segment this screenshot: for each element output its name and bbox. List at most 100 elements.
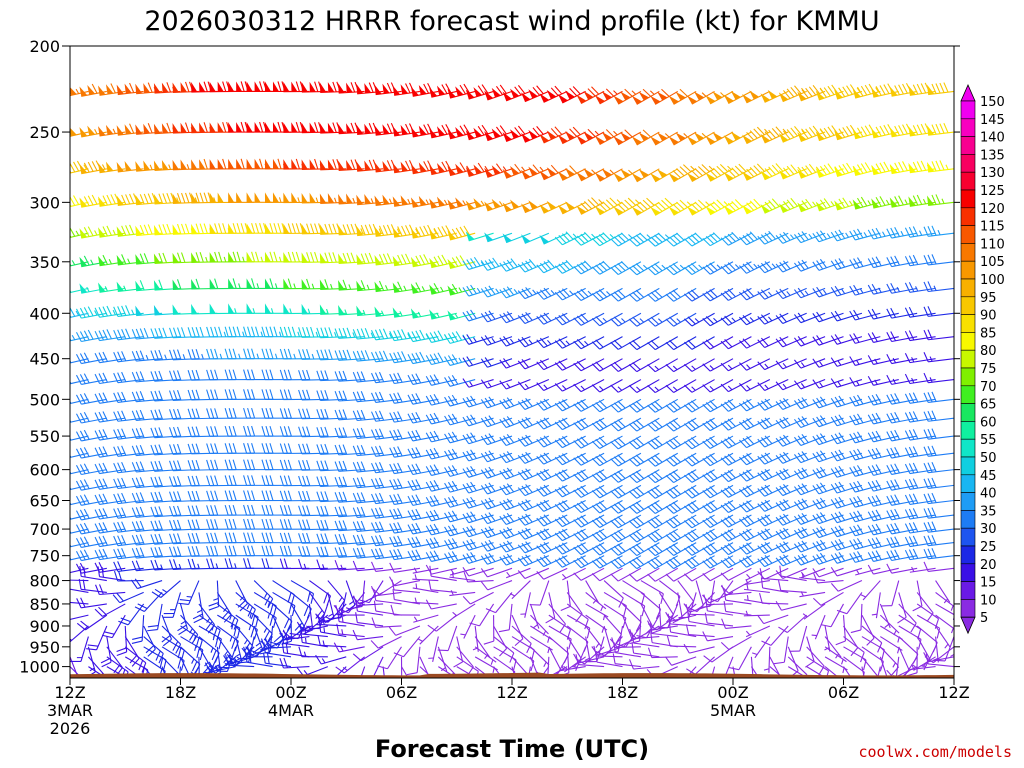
wind-barb <box>460 614 476 639</box>
wind-barb <box>499 527 531 540</box>
wind-barb <box>702 336 734 350</box>
wind-barb <box>480 466 513 479</box>
wind-barb <box>665 567 697 582</box>
wind-barb <box>830 258 863 270</box>
wind-barb <box>547 656 550 678</box>
colorbar-label: 45 <box>980 469 997 484</box>
wind-barb <box>70 636 89 663</box>
wind-barb <box>235 625 253 655</box>
wind-barb <box>757 528 789 541</box>
wind-barb <box>235 614 258 640</box>
y-tick-label: 200 <box>29 37 60 56</box>
wind-barb <box>797 85 826 102</box>
wind-barb <box>684 567 715 582</box>
wind-barb <box>613 197 642 216</box>
wind-barb <box>793 259 826 272</box>
wind-barb <box>830 432 863 445</box>
wind-barb <box>70 91 71 92</box>
wind-barb <box>480 482 513 495</box>
wind-barb <box>520 85 550 103</box>
wind-barb <box>480 396 513 409</box>
wind-barb <box>94 603 126 617</box>
wind-barb <box>812 433 844 446</box>
wind-barb <box>757 379 789 391</box>
wind-barb <box>447 310 476 321</box>
wind-barb <box>554 555 586 568</box>
wind-barb <box>116 625 128 656</box>
wind-barb <box>793 416 826 429</box>
wind-barb <box>393 636 421 658</box>
wind-barb <box>517 484 550 497</box>
wind-barb <box>462 284 494 297</box>
colorbar-swatch <box>960 207 976 226</box>
wind-barb <box>70 288 71 289</box>
wind-barb <box>923 534 954 547</box>
wind-barb <box>757 230 789 245</box>
credit-link[interactable]: coolwx.com/models <box>858 743 1012 761</box>
wind-barb <box>153 122 181 135</box>
wind-barb <box>554 379 586 392</box>
wind-barb <box>410 123 439 138</box>
wind-barb <box>444 551 476 563</box>
colorbar-swatch <box>960 510 976 529</box>
wind-barb <box>444 413 476 426</box>
wind-barb <box>744 579 770 586</box>
wind-barb <box>410 83 439 97</box>
wind-barb <box>683 643 715 654</box>
wind-barb <box>871 196 899 209</box>
wind-barb <box>775 527 807 540</box>
wind-barb <box>79 194 107 208</box>
wind-barb <box>429 160 457 176</box>
wind-barb <box>124 636 140 667</box>
wind-barb <box>923 281 954 293</box>
wind-barb <box>566 592 583 623</box>
wind-barb <box>449 590 476 597</box>
colorbar-label: 90 <box>980 309 997 324</box>
wind-barb <box>773 636 789 665</box>
wind-barb <box>923 372 954 384</box>
wind-barb <box>561 567 586 581</box>
wind-barb <box>465 198 494 211</box>
wind-barb <box>631 168 660 183</box>
wind-barb <box>309 580 331 606</box>
wind-barb <box>812 335 844 346</box>
wind-barb <box>511 614 524 647</box>
wind-barb <box>554 336 586 349</box>
wind-barb <box>548 603 566 633</box>
wind-barb <box>793 498 826 511</box>
wind-barb <box>739 287 771 301</box>
wind-barb <box>437 646 448 672</box>
wind-barb <box>480 433 513 446</box>
wind-barb <box>720 358 752 372</box>
wind-barb <box>169 408 199 420</box>
wind-barb <box>261 545 292 557</box>
wind-barb <box>382 666 386 678</box>
wind-barb <box>576 168 605 182</box>
wind-barb <box>151 580 181 598</box>
colorbar-swatch <box>960 581 976 600</box>
wind-barb <box>566 625 589 652</box>
wind-barb <box>389 493 421 506</box>
wind-barb <box>493 636 515 663</box>
wind-barb <box>389 351 421 364</box>
wind-barb <box>631 88 660 105</box>
wind-barb <box>70 588 89 593</box>
wind-barb <box>830 511 863 524</box>
y-tick-label: 900 <box>29 617 60 636</box>
wind-barb <box>452 603 476 619</box>
colorbar-label: 75 <box>980 362 997 377</box>
wind-barb <box>594 88 623 105</box>
colorbar-swatch <box>960 421 976 440</box>
wind-barb <box>407 393 439 405</box>
wind-barb <box>462 538 494 551</box>
wind-barb <box>462 334 494 345</box>
wind-barb <box>757 417 789 430</box>
wind-barb <box>820 603 844 628</box>
wind-barb <box>253 603 277 628</box>
wind-barb <box>536 358 568 371</box>
wind-barb <box>389 548 421 561</box>
wind-barb <box>843 636 865 663</box>
wind-barb <box>586 636 605 663</box>
wind-barb <box>377 646 402 670</box>
